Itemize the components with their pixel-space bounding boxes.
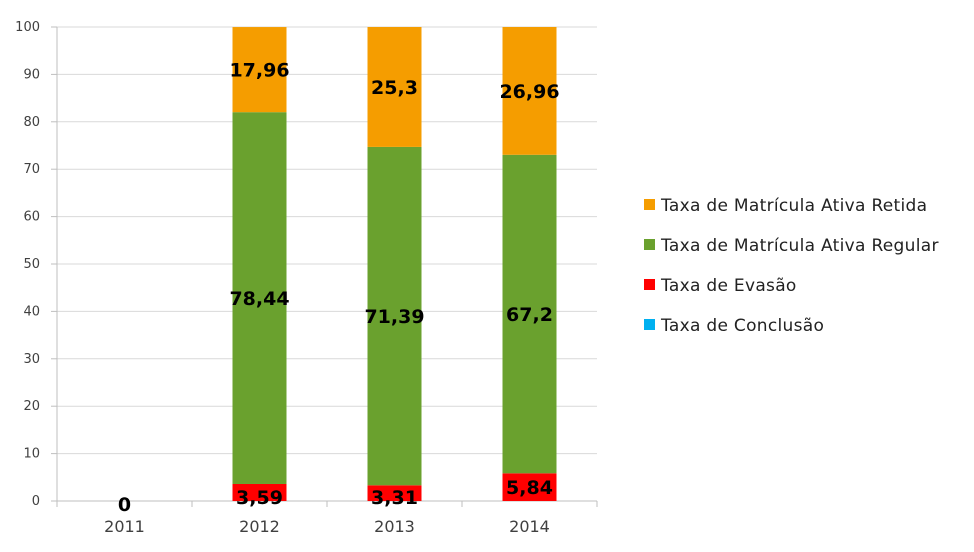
- y-tick-label-60: 60: [23, 210, 40, 225]
- bar-2012-taxa-de-matricula-ativa-retida: [232, 27, 287, 113]
- bar-2013-taxa-de-matricula-ativa-regular: [367, 146, 422, 486]
- data-label-2013-taxa-de-matricula-ativa-retida: 25,3: [371, 77, 418, 99]
- data-label-2014-taxa-de-evasao: 5,84: [506, 477, 553, 499]
- legend: Taxa de Matrícula Ativa Retida Taxa de M…: [644, 186, 939, 346]
- data-label-2012-taxa-de-matricula-ativa-regular: 78,44: [229, 288, 289, 310]
- legend-swatch-conclusao: [644, 318, 655, 330]
- data-label-2012-taxa-de-matricula-ativa-retida: 17,96: [229, 60, 289, 82]
- legend-item-regular: Taxa de Matrícula Ativa Regular: [644, 226, 939, 266]
- data-label-2011-taxa-de-evasao: 0: [118, 494, 131, 516]
- y-tick-label-30: 30: [23, 352, 40, 367]
- legend-label-evasao: Taxa de Evasão: [661, 276, 797, 296]
- data-label-2012-taxa-de-evasao: 3,59: [236, 487, 283, 509]
- data-label-2014-taxa-de-matricula-ativa-regular: 67,2: [506, 304, 553, 326]
- y-tick-label-20: 20: [23, 399, 40, 414]
- y-tick-label-70: 70: [23, 162, 40, 177]
- legend-label-conclusao: Taxa de Conclusão: [661, 316, 825, 336]
- data-label-2014-taxa-de-matricula-ativa-retida: 26,96: [499, 81, 559, 103]
- data-label-2013-taxa-de-matricula-ativa-regular: 71,39: [364, 306, 424, 328]
- y-tick-label-50: 50: [23, 257, 40, 272]
- y-tick-label-10: 10: [23, 447, 40, 462]
- bar-2014-taxa-de-matricula-ativa-regular: [502, 154, 557, 474]
- legend-label-retida: Taxa de Matrícula Ativa Retida: [661, 196, 928, 216]
- x-tick-label-2011: 2011: [104, 517, 145, 536]
- y-tick-label-40: 40: [23, 304, 40, 319]
- data-label-2013-taxa-de-evasao: 3,31: [371, 487, 418, 509]
- bar-2013-taxa-de-evasao: [367, 485, 422, 501]
- bar-2012-taxa-de-evasao: [232, 483, 287, 501]
- legend-swatch-regular: [644, 238, 655, 250]
- y-tick-label-100: 100: [15, 20, 40, 35]
- legend-item-conclusao: Taxa de Conclusão: [644, 306, 939, 346]
- x-tick-label-2013: 2013: [374, 517, 415, 536]
- legend-swatch-retida: [644, 198, 655, 210]
- y-tick-label-0: 0: [32, 494, 40, 509]
- bar-2013-taxa-de-matricula-ativa-retida: [367, 27, 422, 147]
- legend-item-retida: Taxa de Matrícula Ativa Retida: [644, 186, 939, 226]
- legend-label-regular: Taxa de Matrícula Ativa Regular: [661, 236, 939, 256]
- x-tick-label-2014: 2014: [509, 517, 550, 536]
- axes: 0 10 20 30 40 50 60 70 80 90 100 2011 2012 2013 2014: [15, 20, 598, 536]
- bar-2014-taxa-de-matricula-ativa-retida: [502, 27, 557, 155]
- legend-swatch-evasao: [644, 278, 655, 290]
- bar-2014-taxa-de-evasao: [502, 473, 557, 501]
- x-tick-label-2012: 2012: [239, 517, 280, 536]
- data-labels: 0 3,59 78,44 17,96 3,31 71,39 25,3 5,84 67,2 26,9…: [118, 60, 560, 516]
- legend-item-evasao: Taxa de Evasão: [644, 266, 939, 306]
- y-tick-label-80: 80: [23, 115, 40, 130]
- bar-2012-taxa-de-matricula-ativa-regular: [232, 112, 287, 484]
- bars: [232, 27, 557, 501]
- y-tick-label-90: 90: [23, 67, 40, 82]
